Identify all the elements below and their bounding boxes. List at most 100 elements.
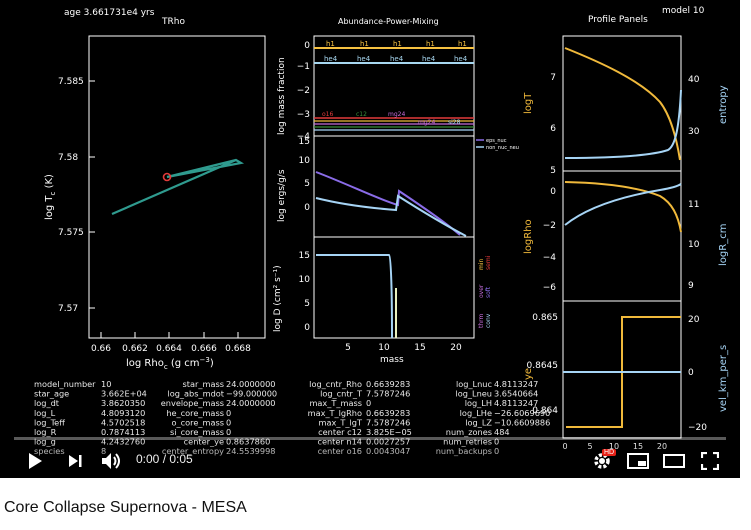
stats-cell: star_mass: [183, 379, 224, 389]
power-tick-2: 5: [304, 179, 310, 189]
stats-cell: log_LZ: [465, 417, 492, 427]
stats-cell: max_T_mass: [309, 398, 362, 408]
mass-xtick-0: 5: [345, 343, 351, 353]
h1-label-0: h1: [326, 40, 335, 48]
mass-tick-0: 0: [304, 41, 310, 51]
non-nuc-neu-curve: [315, 194, 467, 237]
mass-tick-1: −1: [297, 62, 310, 72]
trho-xticks: 0.66 0.662 0.664 0.666 0.668: [91, 344, 251, 354]
svg-text:thrm: thrm: [478, 313, 485, 328]
stats-cell: 3.662E+04: [101, 389, 147, 399]
trho-yticks: 7.585 7.58 7.575 7.57: [58, 77, 84, 314]
power-tick-1: 10: [299, 156, 311, 166]
vel-ylabel: vel_km_per_s: [718, 345, 729, 412]
logRho-tick-0: 0: [550, 187, 556, 197]
trho-track: [111, 158, 245, 216]
model-label: model 10: [662, 6, 705, 16]
stats-cell: si_core_mass: [170, 427, 224, 437]
settings-button[interactable]: HD: [588, 448, 617, 474]
stats-cell: 484: [494, 427, 510, 437]
mixing-legend: min semi over soft thrm conv: [478, 255, 492, 328]
logRho-tick-2: −4: [543, 253, 557, 263]
logR-tick-1: 10: [688, 240, 700, 250]
trho-xtick-3: 0.666: [191, 344, 217, 354]
fullscreen-button[interactable]: [696, 448, 724, 474]
play-icon: [29, 453, 42, 469]
svg-text:min: min: [478, 258, 485, 270]
logT-tick-1: 6: [550, 124, 556, 134]
progress-bar[interactable]: [14, 437, 726, 440]
profile-title: Profile Panels: [588, 15, 648, 25]
stats-cell: model_number: [34, 379, 96, 389]
stats-cell: he_core_mass: [166, 408, 224, 418]
power-ylabel: log ergs/g/s: [277, 169, 287, 222]
trho-frame: [88, 35, 266, 339]
stats-cell: log_LH: [465, 398, 492, 408]
svg-text:semi: semi: [485, 255, 492, 270]
profile-bot-frame: [562, 300, 682, 439]
stats-cell: 24.0000000: [226, 379, 276, 389]
stats-cell: 4.8093120: [101, 408, 145, 418]
video-title: Core Collapse Supernova - MESA: [4, 499, 247, 516]
trho-xtick-4: 0.668: [225, 344, 251, 354]
eps-nuc-curve: [315, 171, 461, 236]
theater-mode-button[interactable]: [660, 448, 688, 474]
trho-xtick-1: 0.662: [122, 344, 148, 354]
he4-label-4: he4: [454, 55, 468, 63]
stats-cell: 4.8113247: [494, 398, 538, 408]
stats-cell: 0.6639283: [366, 379, 410, 389]
si28-label: si28: [448, 119, 461, 126]
logR-ylabel: logR_cm: [718, 224, 729, 266]
trho-ytick-1: 7.58: [58, 153, 78, 163]
miniplayer-button[interactable]: [624, 448, 652, 474]
stats-cell: log_cntr_Rho: [309, 379, 362, 389]
h1-label-3: h1: [426, 40, 435, 48]
logT-tick-0: 7: [550, 73, 556, 83]
stats-cell: o_core_mass: [172, 417, 224, 427]
trho-title: TRho: [161, 17, 185, 27]
age-label: age 3.661731e4 yrs: [64, 8, 155, 18]
entropy-ylabel: entropy: [718, 85, 729, 124]
stats-cell: 4.8113247: [494, 379, 538, 389]
ye-tick-2: 0.864: [532, 406, 558, 416]
he4-label-0: he4: [324, 55, 338, 63]
stats-cell: 7.5787246: [366, 417, 410, 427]
stats-cell: num_zones: [446, 427, 492, 437]
trho-xlabel: log Rhoc (g cm−3): [126, 356, 214, 371]
mix-tick-1: 10: [299, 275, 311, 285]
h1-label-4: h1: [458, 40, 467, 48]
vel-tick-0: 20: [688, 315, 700, 325]
logT-curve: [564, 47, 681, 161]
stats-cell: log_abs_mdot: [167, 389, 224, 399]
entropy-curve: [564, 89, 682, 159]
mass-xtick-3: 20: [450, 343, 462, 353]
c12-label: c12: [356, 111, 367, 118]
volume-button[interactable]: [98, 448, 126, 474]
he4-label-3: he4: [422, 55, 436, 63]
stats-cell: log_Lneu: [455, 389, 492, 399]
stats-cell: 3.825E−05: [366, 427, 412, 437]
trho-ylabel: log Tc (K): [44, 174, 57, 220]
svg-text:over: over: [478, 284, 485, 298]
stats-cell: log_dt: [34, 398, 60, 408]
controls-bar: [0, 440, 740, 478]
stats-cell: 0.7874113: [101, 427, 145, 437]
stats-cell: star_age: [34, 389, 69, 399]
mass-xtick-2: 15: [414, 343, 425, 353]
h1-label-1: h1: [360, 40, 369, 48]
stats-cell: 3.8620350: [101, 398, 145, 408]
next-button[interactable]: [62, 448, 88, 474]
vel-tick-2: −20: [688, 423, 707, 433]
mass-tick-3: −3: [297, 110, 310, 120]
power-tick-3: 0: [304, 203, 310, 213]
stats-cell: log_R: [34, 427, 57, 437]
play-button[interactable]: [22, 448, 48, 474]
ye-tick-1: 0.8645: [527, 361, 559, 371]
video-player[interactable]: age 3.661731e4 yrs model 10 TRho Abundan…: [0, 0, 740, 478]
trho-current-marker: [162, 172, 172, 182]
mix-tick-0: 15: [299, 251, 310, 261]
mixing-curve: [316, 254, 393, 339]
trho-xtick-0: 0.66: [91, 344, 111, 354]
mass-xtick-1: 10: [378, 343, 390, 353]
hd-badge: HD: [602, 449, 617, 456]
